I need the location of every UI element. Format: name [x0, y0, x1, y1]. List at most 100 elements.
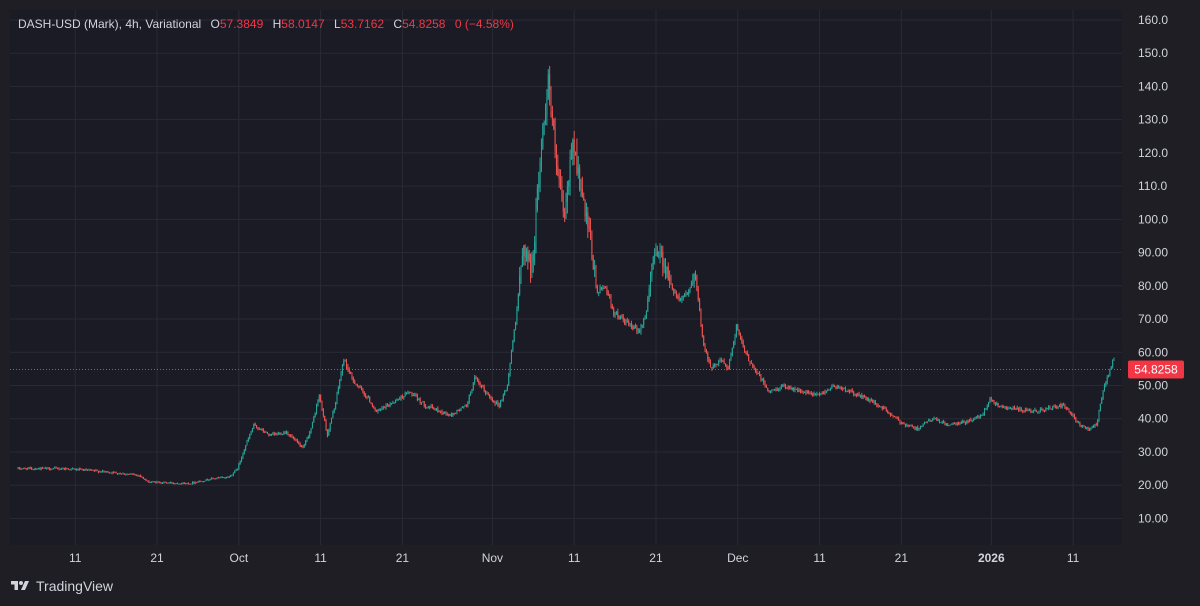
candle-body — [842, 388, 844, 390]
candle-body — [626, 320, 628, 322]
candle-body — [709, 362, 711, 368]
candle-body — [281, 434, 283, 436]
brand-name: TradingView — [36, 578, 114, 594]
candle-body — [419, 398, 421, 403]
candle-body — [787, 387, 789, 389]
candle-body — [914, 427, 916, 430]
candle-body — [36, 468, 38, 470]
candle-body — [1034, 409, 1036, 411]
candle-body — [119, 473, 121, 475]
candle-body — [272, 433, 274, 435]
candle-body — [47, 467, 49, 469]
candle-body — [78, 468, 80, 471]
symbol-legend[interactable]: DASH-USD (Mark), 4h, Variational O57.384… — [18, 17, 514, 31]
candle-body — [607, 291, 609, 296]
candle-body — [536, 187, 538, 210]
candle-body — [1067, 408, 1069, 410]
candle-body — [1042, 409, 1044, 411]
candle-body — [948, 424, 950, 427]
candle-body — [704, 346, 706, 350]
time-tick-label: Nov — [482, 551, 503, 565]
candle-body — [149, 482, 151, 484]
candle-body — [814, 393, 816, 395]
candle-body — [510, 350, 512, 364]
candle-body — [1112, 360, 1114, 367]
candle-body — [816, 393, 818, 395]
candle-body — [1103, 385, 1105, 391]
candle-body — [913, 427, 915, 429]
candle-body — [77, 468, 79, 471]
candle-body — [962, 421, 964, 424]
candle-body — [1007, 408, 1009, 410]
candle-body — [1046, 408, 1048, 410]
candle-body — [160, 482, 162, 484]
candle-body — [516, 307, 518, 322]
candle-body — [628, 320, 630, 325]
candle-body — [339, 380, 341, 388]
time-tick-label: Dec — [727, 551, 748, 565]
time-axis[interactable]: 11 21 Oct 11 21 Nov 11 21 Dec 11 21 2026 11 — [69, 551, 1080, 565]
candle-body — [930, 420, 932, 422]
candle-body — [865, 397, 867, 399]
candle-body — [606, 287, 608, 292]
brand-footer[interactable]: TradingView — [10, 578, 113, 594]
candle-body — [576, 151, 578, 174]
candle-body — [671, 284, 673, 290]
candle-body — [65, 468, 67, 470]
candle-body — [802, 392, 804, 394]
price-axis[interactable]: 10.00 20.00 30.00 40.00 50.00 60.00 70.00 80.00… — [1138, 13, 1168, 525]
candle-body — [333, 409, 335, 412]
candle-body — [1086, 427, 1088, 429]
candle-body — [472, 382, 474, 390]
tradingview-logo-icon — [11, 581, 29, 590]
candle-body — [367, 397, 369, 399]
candle-body — [697, 289, 699, 301]
candle-body — [438, 410, 440, 412]
time-tick-label: Oct — [229, 551, 248, 565]
candle-body — [340, 373, 342, 381]
candle-body — [1069, 412, 1071, 414]
candle-body — [67, 468, 69, 470]
candle-body — [1088, 429, 1090, 431]
candle-body — [201, 481, 203, 483]
candle-body — [22, 467, 24, 469]
candle-body — [617, 312, 619, 317]
candle-body — [129, 473, 131, 475]
candle-body — [745, 352, 747, 354]
candle-body — [874, 401, 876, 405]
candle-body — [1054, 406, 1056, 408]
candle-body — [1075, 417, 1077, 421]
candle-body — [978, 415, 980, 418]
candle-body — [235, 469, 237, 471]
candle-body — [517, 294, 519, 308]
candle-body — [295, 439, 297, 441]
candle-body — [100, 471, 102, 473]
candle-body — [902, 422, 904, 424]
candle-body — [546, 97, 548, 117]
candle-body — [783, 384, 785, 386]
candle-body — [145, 479, 147, 481]
candle-body — [366, 396, 368, 398]
candle-body — [39, 468, 41, 470]
candle-body — [396, 398, 398, 400]
candle-body — [835, 386, 837, 388]
candle-body — [889, 413, 891, 415]
candle-body — [967, 421, 969, 423]
candle-body — [700, 310, 702, 325]
candle-body — [928, 420, 930, 422]
candle-body — [463, 406, 465, 408]
candle-body — [669, 277, 671, 280]
candle-body — [839, 386, 841, 388]
candle-body — [256, 425, 258, 428]
candle-body — [1023, 411, 1025, 413]
candle-body — [121, 473, 123, 475]
candle-body — [362, 388, 364, 393]
candle-body — [220, 477, 222, 479]
candle-body — [485, 391, 487, 394]
candle-body — [1004, 406, 1006, 408]
candle-body — [179, 483, 181, 485]
symbol-title[interactable]: DASH-USD (Mark), 4h, Variational — [18, 17, 202, 31]
candle-body — [581, 188, 583, 197]
